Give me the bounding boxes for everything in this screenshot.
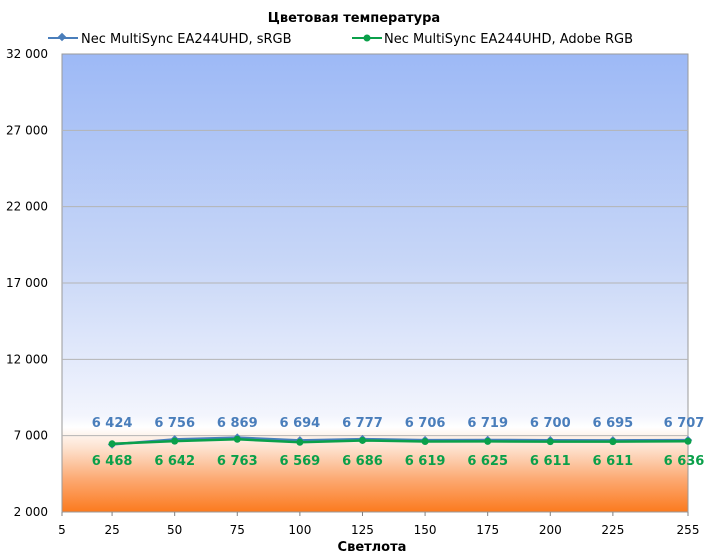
data-label: 6 694 — [280, 416, 321, 431]
x-axis: 5 25 50 75 100 125 150 175 200 225 255 — [58, 512, 699, 537]
x-tick-label: 255 — [677, 523, 700, 537]
legend-item-adobe-rgb: Nec MultiSync EA244UHD, Adobe RGB — [352, 32, 633, 47]
data-label: 6 763 — [217, 454, 258, 469]
data-point — [421, 437, 429, 445]
data-point — [296, 438, 304, 446]
x-tick-label: 75 — [230, 523, 245, 537]
data-label: 6 424 — [92, 416, 133, 431]
legend-label-srgb: Nec MultiSync EA244UHD, sRGB — [81, 32, 292, 47]
x-tick-label: 175 — [476, 523, 499, 537]
y-tick-label: 2 000 — [14, 505, 48, 519]
x-tick-label: 150 — [414, 523, 437, 537]
data-label: 6 569 — [280, 454, 321, 469]
data-label: 6 777 — [342, 416, 383, 431]
data-label: 6 611 — [530, 454, 571, 469]
data-label: 6 707 — [664, 416, 705, 431]
data-label: 6 700 — [530, 416, 571, 431]
data-point — [684, 437, 692, 445]
data-label: 6 619 — [405, 454, 446, 469]
x-tick-label: 225 — [601, 523, 624, 537]
legend-item-srgb: Nec MultiSync EA244UHD, sRGB — [48, 32, 292, 47]
data-label: 6 695 — [593, 416, 634, 431]
series-line-0 — [111, 436, 689, 446]
x-tick-label: 100 — [288, 523, 311, 537]
data-label: 6 468 — [92, 454, 133, 469]
legend-label-adobe-rgb: Nec MultiSync EA244UHD, Adobe RGB — [384, 32, 633, 47]
legend-marker-circle-icon — [363, 34, 371, 42]
x-axis-label: Светлота — [338, 540, 407, 555]
data-label: 6 756 — [154, 416, 195, 431]
y-axis: 2 000 7 000 12 000 17 000 22 000 27 000 32 000 — [6, 47, 48, 519]
data-label: 6 869 — [217, 416, 258, 431]
data-point — [233, 435, 241, 443]
legend-marker-diamond-icon — [57, 32, 67, 42]
data-label: 6 719 — [467, 416, 508, 431]
series — [107, 433, 693, 449]
y-tick-label: 17 000 — [6, 276, 48, 290]
y-tick-label: 27 000 — [6, 123, 48, 137]
x-tick-label: 25 — [104, 523, 119, 537]
data-point — [609, 438, 617, 446]
series-line-1 — [112, 438, 689, 446]
legend: Nec MultiSync EA244UHD, sRGB Nec MultiSy… — [48, 32, 633, 47]
data-label: 6 636 — [664, 454, 705, 469]
data-label: 6 625 — [467, 454, 508, 469]
data-point — [358, 436, 366, 444]
data-label: 6 611 — [593, 454, 634, 469]
x-tick-label: 50 — [167, 523, 182, 537]
y-tick-label: 32 000 — [6, 47, 48, 61]
x-tick-label: 200 — [539, 523, 562, 537]
x-tick-label: 5 — [58, 523, 66, 537]
gridlines — [62, 129, 688, 437]
x-tick-label: 125 — [351, 523, 374, 537]
data-label: 6 706 — [405, 416, 446, 431]
y-tick-label: 7 000 — [14, 429, 48, 443]
data-point — [484, 437, 492, 445]
data-point — [171, 437, 179, 445]
data-point — [546, 438, 554, 446]
data-labels: 6 424 6 756 6 869 6 694 6 777 6 706 6 719 6 700… — [92, 416, 705, 469]
data-point — [108, 440, 116, 448]
data-label: 6 686 — [342, 454, 383, 469]
y-tick-label: 22 000 — [6, 200, 48, 214]
data-label: 6 642 — [154, 454, 195, 469]
y-tick-label: 12 000 — [6, 352, 48, 366]
chart-title: Цветовая температура — [268, 11, 440, 26]
